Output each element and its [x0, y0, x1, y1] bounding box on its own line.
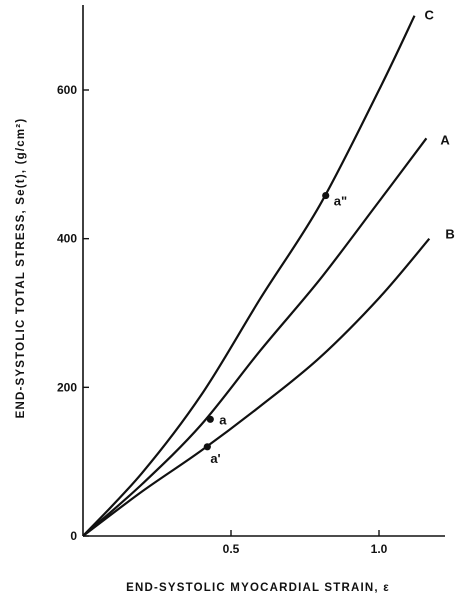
curve-c	[82, 15, 416, 537]
y-axis-label-group: END-SYSTOLIC TOTAL STRESS, Se(t), (g/cm²…	[15, 118, 27, 419]
data-point	[206, 415, 214, 423]
plot-area: 0 200 400 600 0.5 1.0 C A Ba" a a'	[57, 5, 455, 556]
y-tick-label: 400	[57, 232, 77, 246]
data-point-label: a"	[334, 194, 347, 209]
y-tick-label: 200	[57, 380, 77, 394]
x-tick-label: 0.5	[223, 542, 240, 556]
y-axis-label: END-SYSTOLIC TOTAL STRESS, Se(t), (g/cm²…	[15, 118, 27, 419]
curve-a	[82, 137, 428, 537]
curve-b	[82, 237, 431, 537]
data-point	[322, 191, 330, 200]
data-point-label: a	[219, 412, 227, 427]
y-tick-label: 0	[70, 529, 77, 543]
data-point	[203, 443, 211, 451]
curve-label-b: B	[445, 227, 454, 242]
y-tick-label: 600	[57, 83, 77, 97]
x-axis-label: END-SYSTOLIC MYOCARDIAL STRAIN, ε	[126, 582, 390, 594]
data-point-label: a'	[210, 451, 220, 466]
curve-label-c: C	[425, 8, 435, 23]
curve-label-a: A	[440, 132, 450, 147]
x-tick-label: 1.0	[371, 542, 388, 556]
